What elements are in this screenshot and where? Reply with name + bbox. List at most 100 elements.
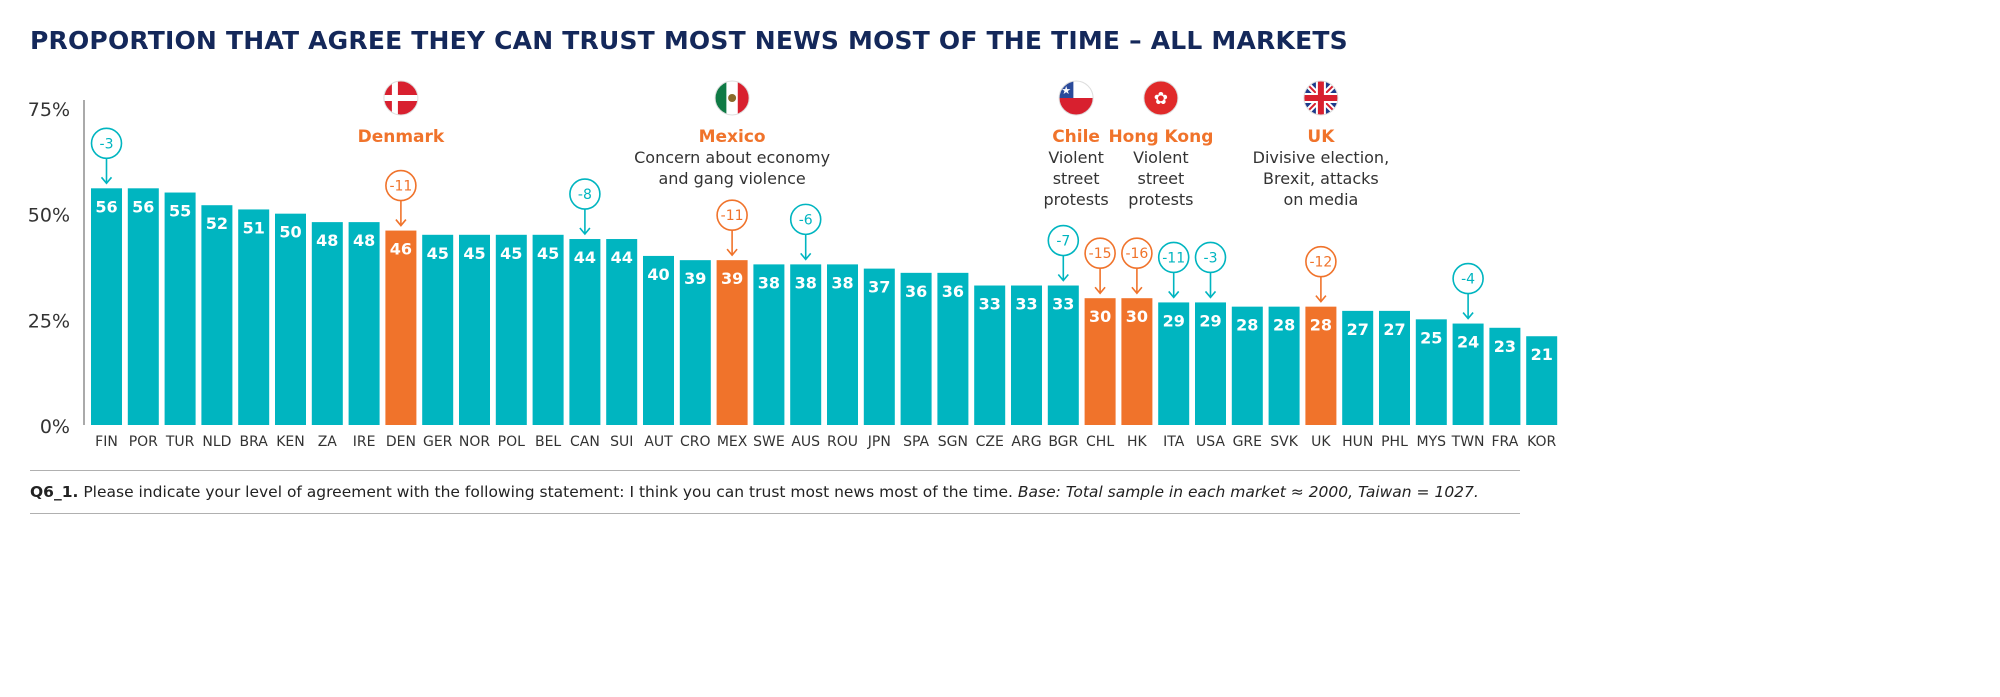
bar-fin	[91, 188, 122, 425]
x-tick-label: SVK	[1270, 434, 1298, 450]
x-tick-label: KOR	[1527, 434, 1556, 450]
change-badge	[1084, 237, 1116, 269]
bar-ire	[348, 222, 380, 425]
bar-sui	[606, 239, 638, 425]
bar-fra	[1489, 327, 1521, 425]
change-badge	[90, 127, 123, 160]
annotation-country: UK	[1307, 127, 1335, 147]
annotation-country: Hong Kong	[1108, 127, 1213, 147]
x-tick-label: NLD	[202, 434, 231, 450]
x-tick-label: TUR	[165, 434, 195, 450]
x-tick-label: POR	[129, 434, 158, 450]
data-label: 33	[1052, 295, 1074, 314]
arrow-head-icon	[726, 248, 738, 257]
annotation-note: street	[1138, 169, 1185, 188]
change-badge	[569, 178, 601, 210]
annotation-note: street	[1053, 169, 1100, 188]
annotation-note: Brexit, attacks	[1263, 169, 1379, 188]
x-tick-label: AUS	[791, 434, 820, 450]
change-badge	[1157, 241, 1190, 274]
bar-nor	[459, 234, 490, 425]
data-label: 30	[1126, 307, 1148, 326]
bar-aus	[790, 264, 822, 425]
data-label: 25	[1420, 328, 1442, 347]
x-tick-label: BRA	[240, 434, 269, 450]
x-tick-label: MEX	[717, 434, 748, 450]
flag-border	[383, 80, 419, 116]
flag-border	[1143, 80, 1179, 116]
bar-mex	[716, 260, 748, 425]
change-value: -7	[1056, 234, 1070, 250]
change-value: -3	[1204, 250, 1218, 266]
bar-nld	[201, 205, 233, 425]
arrow-head-icon	[800, 252, 812, 261]
x-tick-label: FRA	[1492, 434, 1519, 450]
x-tick-label: PHL	[1381, 434, 1408, 450]
arrow-head-icon	[1131, 286, 1143, 295]
change-badge	[1047, 224, 1080, 257]
bar-bra	[238, 209, 270, 425]
bar-ita	[1158, 302, 1190, 425]
bar-cro	[679, 260, 711, 425]
annotation-note: Concern about economy	[634, 148, 830, 167]
change-value: -11	[1162, 250, 1185, 266]
change-badge	[1194, 241, 1227, 274]
data-label: 36	[942, 282, 964, 301]
data-label: 23	[1494, 337, 1516, 356]
x-tick-label: FIN	[95, 434, 118, 450]
data-label: 27	[1383, 320, 1405, 339]
data-label: 48	[316, 231, 338, 250]
data-label: 45	[537, 244, 559, 263]
x-tick-label: CRO	[680, 434, 711, 450]
data-label: 38	[831, 273, 853, 292]
x-tick-label: AUT	[644, 434, 673, 450]
bar-usa	[1195, 302, 1226, 425]
x-tick-label: SUI	[610, 434, 633, 450]
x-tick-label: CAN	[570, 434, 600, 450]
data-label: 28	[1310, 316, 1332, 335]
bar-swe	[753, 264, 785, 425]
annotation-country: Mexico	[699, 127, 766, 147]
x-tick-label: ZA	[318, 434, 338, 450]
change-badge	[789, 203, 822, 236]
x-tick-label: CHL	[1086, 434, 1114, 450]
x-tick-label: BGR	[1048, 434, 1078, 450]
x-tick-label: DEN	[386, 434, 416, 450]
data-label: 46	[390, 240, 412, 259]
footnote-base: Base: Total sample in each market ≈ 2000…	[1017, 483, 1479, 501]
chart-title: PROPORTION THAT AGREE THEY CAN TRUST MOS…	[30, 26, 1348, 55]
bar-bgr	[1047, 285, 1079, 425]
x-tick-label: JPN	[867, 434, 891, 450]
arrow-head-icon	[579, 227, 591, 236]
x-tick-label: GRE	[1233, 434, 1262, 450]
arrow-head-icon	[1168, 290, 1180, 299]
flag-border	[714, 80, 750, 116]
hong-kong-flag-icon: ✿	[1143, 81, 1178, 115]
bar-cze	[974, 285, 1006, 425]
data-label: 28	[1236, 316, 1258, 335]
bar-den	[385, 230, 417, 425]
bar-kor	[1526, 336, 1558, 425]
annotation-note: on media	[1283, 190, 1358, 209]
bar-ger	[422, 234, 454, 425]
y-tick-label: 25%	[28, 310, 70, 332]
bar-arg	[1011, 285, 1042, 425]
change-value: -3	[100, 136, 114, 152]
annotation-note: and gang violence	[658, 169, 805, 188]
bar-tur	[164, 192, 196, 425]
bar-twn	[1452, 323, 1484, 425]
x-tick-label: NOR	[459, 434, 490, 450]
data-label: 52	[206, 214, 228, 233]
arrow-head-icon	[395, 219, 407, 227]
bar-rou	[827, 264, 858, 425]
footnote: Q6_1. Please indicate your level of agre…	[30, 470, 1520, 514]
x-tick-label: HUN	[1342, 434, 1373, 450]
bar-uk	[1305, 306, 1337, 425]
bar-bel	[532, 234, 564, 425]
change-badge	[385, 169, 417, 202]
x-tick-label: POL	[498, 434, 525, 450]
bar-can	[569, 239, 601, 425]
annotation-note: protests	[1128, 190, 1193, 209]
change-value: -15	[1089, 246, 1112, 262]
arrow-head-icon	[1204, 290, 1217, 299]
